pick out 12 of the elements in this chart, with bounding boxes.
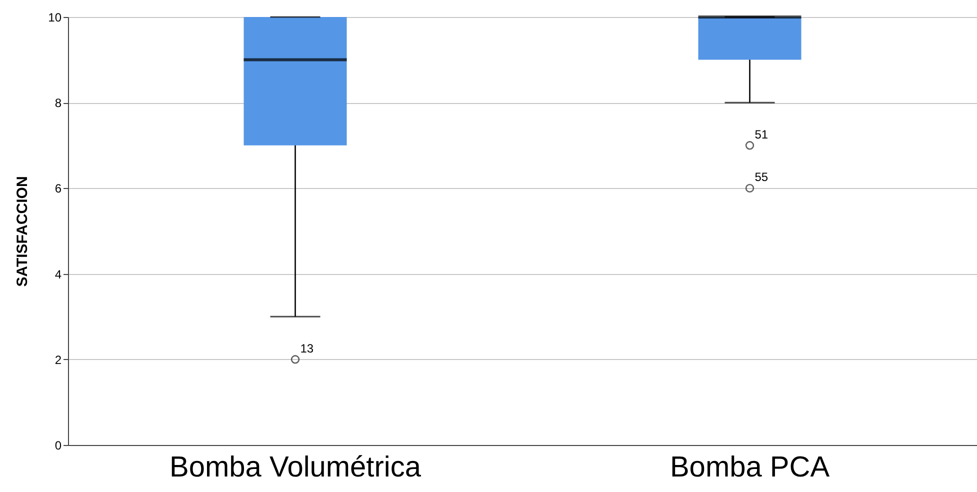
y-tick-label: 0 (54, 438, 62, 452)
annotation: 51 (754, 127, 768, 142)
y-tick-label: 10 (48, 10, 62, 24)
y-axis-title: SATISFACCION (14, 176, 32, 287)
x-tick-label: Bomba PCA (670, 452, 830, 484)
annotation: 13 (300, 341, 314, 356)
y-tick-label: 2 (54, 352, 62, 367)
y-tick-label: 8 (54, 96, 62, 110)
y-tick-label: 4 (54, 267, 62, 282)
y-tick-label: 6 (54, 182, 62, 196)
annotation: 55 (754, 170, 768, 184)
x-tick-label: Bomba Volumétrica (170, 452, 422, 484)
